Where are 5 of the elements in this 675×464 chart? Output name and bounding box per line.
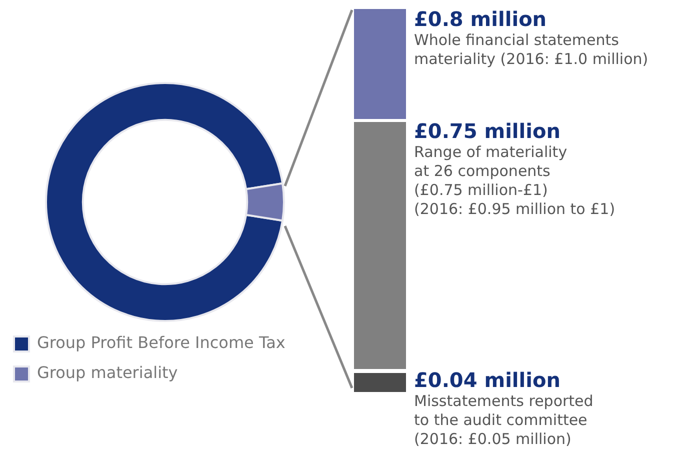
text: £0.04 million	[414, 368, 562, 392]
text: £0.75 million	[414, 119, 562, 143]
legend-label: Group materiality	[37, 363, 178, 382]
legend-label: Group Profit Before Income Tax	[37, 333, 286, 352]
text: £0.8 million	[414, 7, 548, 31]
